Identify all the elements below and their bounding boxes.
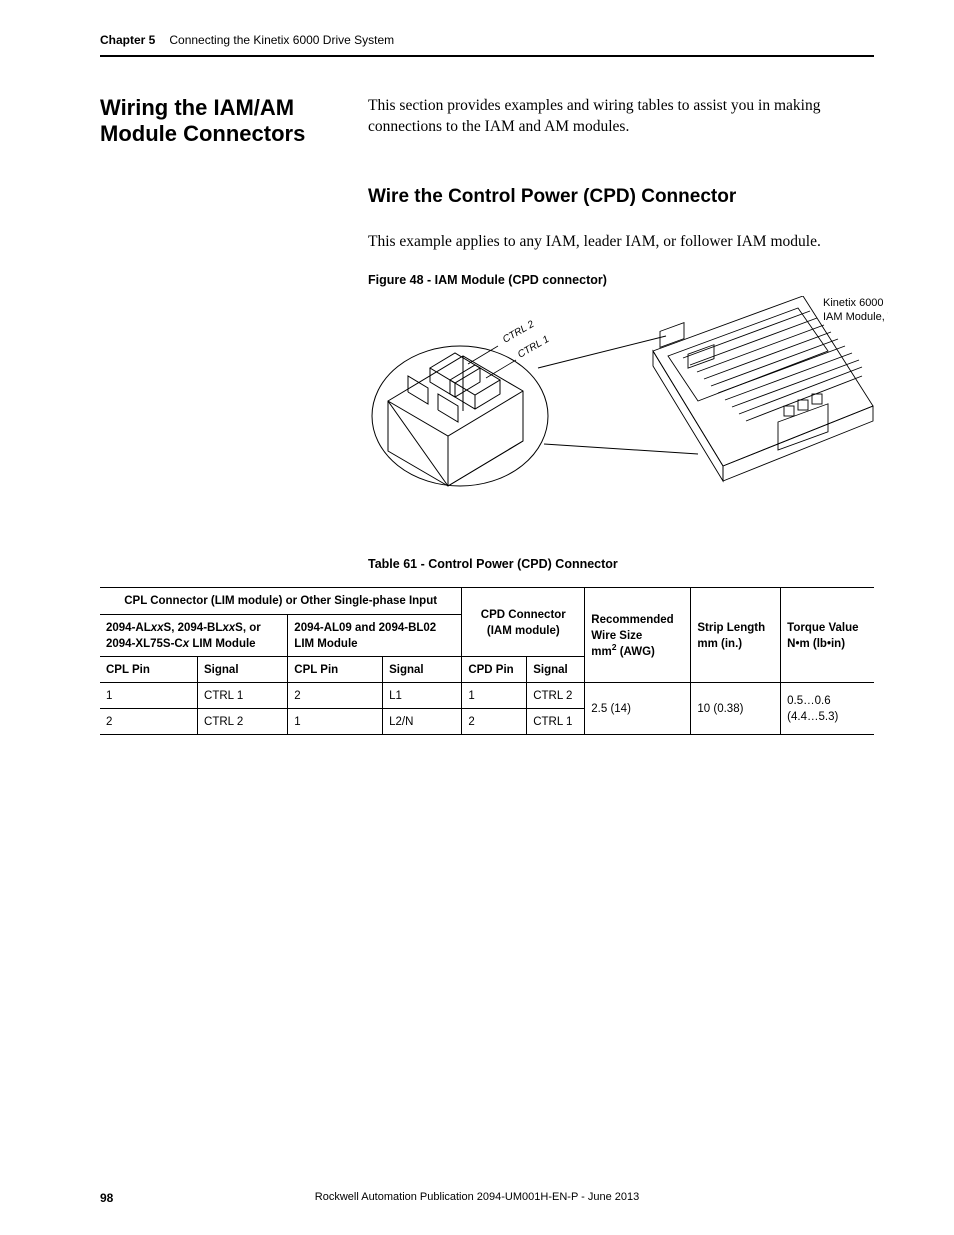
col-cpl-pin-a: CPL Pin (100, 656, 198, 682)
hdr-lim-b: 2094-AL09 and 2094-BL02LIM Module (288, 614, 462, 656)
hdr-wire: RecommendedWire Sizemm2 (AWG) (585, 588, 691, 682)
cell-wire: 2.5 (14) (585, 682, 691, 734)
page-footer: 98 Rockwell Automation Publication 2094-… (100, 1150, 874, 1207)
cpd-connector-table: CPL Connector (LIM module) or Other Sing… (100, 587, 874, 735)
cell: 2 (462, 708, 527, 734)
hdr-torque: Torque ValueN•m (lb•in) (781, 588, 874, 682)
subsection-heading: Wire the Control Power (CPD) Connector (368, 184, 888, 211)
cell-torque: 0.5…0.6(4.4…5.3) (781, 682, 874, 734)
left-column: Wiring the IAM/AM Module Connectors (100, 95, 340, 586)
hdr-cpl-group: CPL Connector (LIM module) or Other Sing… (100, 588, 462, 614)
section-heading: Wiring the IAM/AM Module Connectors (100, 95, 340, 148)
cell-strip: 10 (0.38) (691, 682, 781, 734)
col-cpd-pin: CPD Pin (462, 656, 527, 682)
cell: CTRL 1 (198, 682, 288, 708)
page-number: 98 (100, 1190, 113, 1207)
cell: CTRL 2 (198, 708, 288, 734)
col-signal-a: Signal (198, 656, 288, 682)
col-cpl-pin-b: CPL Pin (288, 656, 383, 682)
col-signal-b: Signal (383, 656, 462, 682)
right-column: This section provides examples and wirin… (368, 95, 888, 586)
hdr-strip: Strip Lengthmm (in.) (691, 588, 781, 682)
page: Chapter 5 Connecting the Kinetix 6000 Dr… (0, 0, 954, 1235)
intro-text: This section provides examples and wirin… (368, 95, 888, 138)
table-row: 1 CTRL 1 2 L1 1 CTRL 2 2.5 (14) 10 (0.38… (100, 682, 874, 708)
cell: 2 (100, 708, 198, 734)
chapter-title: Connecting the Kinetix 6000 Drive System (169, 32, 394, 49)
publication-line: Rockwell Automation Publication 2094-UM0… (315, 1190, 639, 1205)
cell: 1 (462, 682, 527, 708)
running-header: Chapter 5 Connecting the Kinetix 6000 Dr… (100, 32, 874, 57)
cell: 2 (288, 682, 383, 708)
figure-view-label: IAM Module, Top View (823, 311, 888, 323)
table-caption: Table 61 - Control Power (CPD) Connector (368, 556, 888, 574)
body-text: This example applies to any IAM, leader … (368, 231, 888, 253)
figure-product-label: Kinetix 6000 (823, 297, 884, 309)
cell: 1 (100, 682, 198, 708)
cell: CTRL 2 (527, 682, 585, 708)
cell: L1 (383, 682, 462, 708)
figure-label-ctrl1: CTRL 1 (516, 334, 551, 361)
chapter-label: Chapter 5 (100, 32, 155, 49)
hdr-lim-a: 2094-ALxxS, 2094-BLxxS, or2094-XL75S-Cx … (100, 614, 288, 656)
hdr-cpd: CPD Connector(IAM module) (462, 588, 585, 656)
figure-iam-cpd: CTRL 2 CTRL 1 (368, 296, 888, 526)
figure-caption: Figure 48 - IAM Module (CPD connector) (368, 272, 888, 290)
content-area: Wiring the IAM/AM Module Connectors This… (100, 95, 874, 586)
cell: 1 (288, 708, 383, 734)
col-cpd-signal: Signal (527, 656, 585, 682)
cell: L2/N (383, 708, 462, 734)
cell: CTRL 1 (527, 708, 585, 734)
